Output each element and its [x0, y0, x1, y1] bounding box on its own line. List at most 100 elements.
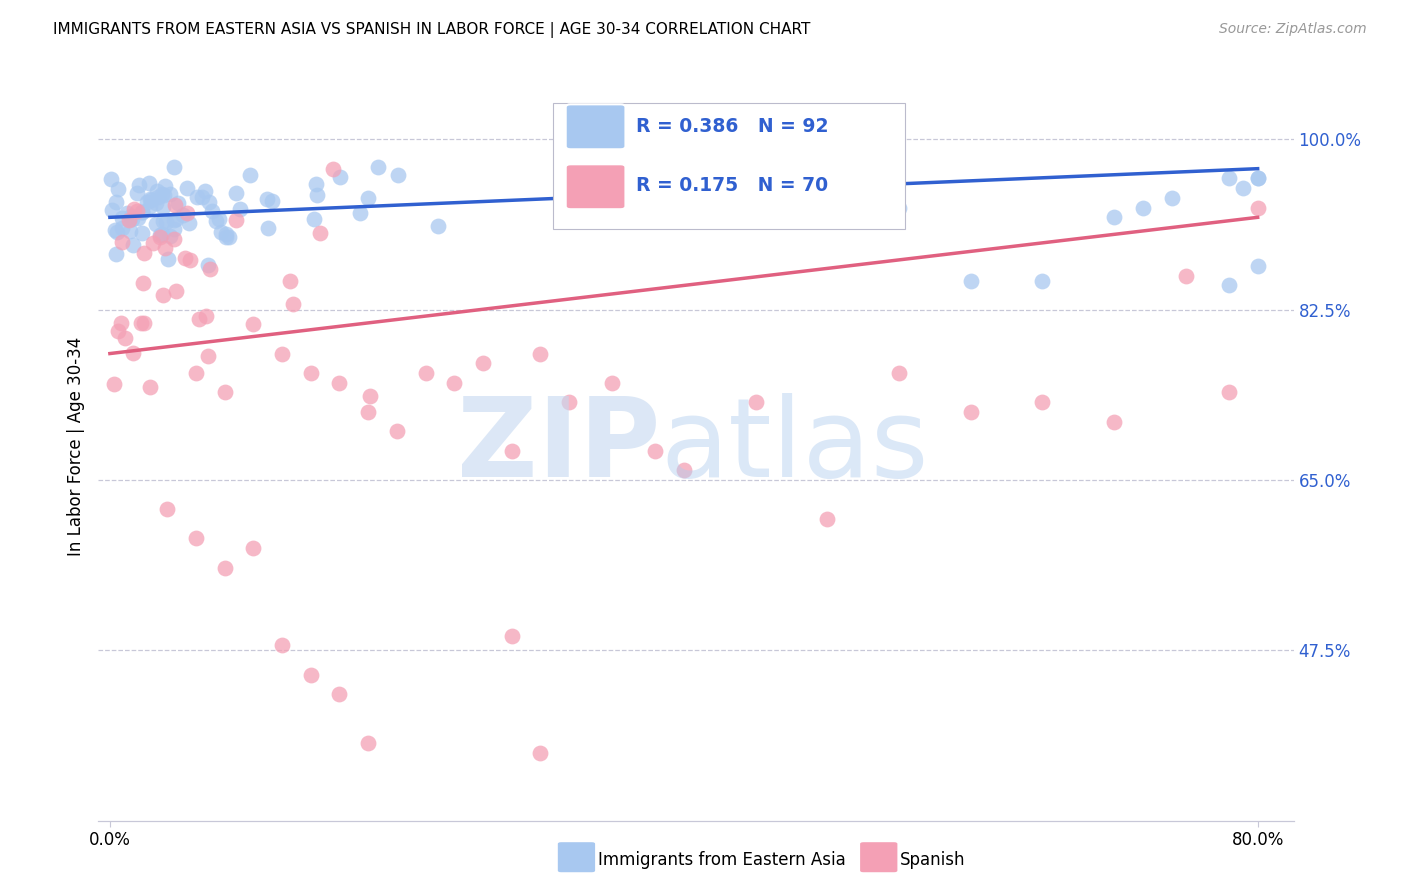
Point [215, 230, 238, 244]
Point [242, 318, 264, 332]
FancyBboxPatch shape [565, 164, 626, 210]
Point [105, 225, 128, 239]
Point [214, 560, 236, 574]
Point [107, 324, 129, 338]
Point [271, 346, 294, 360]
Point [229, 202, 252, 216]
Point [1160, 191, 1182, 205]
Point [239, 168, 262, 182]
Text: Source: ZipAtlas.com: Source: ZipAtlas.com [1219, 22, 1367, 37]
Point [159, 187, 181, 202]
Point [225, 186, 247, 200]
Point [305, 177, 328, 191]
Point [387, 168, 409, 182]
Text: R = 0.175   N = 70: R = 0.175 N = 70 [637, 177, 828, 195]
Point [131, 205, 153, 219]
Point [111, 211, 134, 226]
Point [159, 228, 181, 243]
Point [118, 224, 141, 238]
Point [122, 202, 145, 217]
Point [1246, 201, 1268, 215]
Point [149, 230, 172, 244]
Point [172, 208, 194, 222]
Point [1246, 171, 1268, 186]
Point [501, 629, 523, 643]
Point [357, 191, 380, 205]
FancyBboxPatch shape [859, 841, 898, 873]
Point [129, 316, 152, 330]
Point [367, 160, 389, 174]
Point [174, 251, 197, 265]
Point [120, 209, 142, 223]
Point [1102, 415, 1125, 429]
Point [134, 246, 156, 260]
Point [115, 206, 138, 220]
Point [142, 235, 165, 250]
Point [177, 216, 200, 230]
Point [122, 237, 145, 252]
Point [471, 356, 494, 370]
Point [322, 161, 344, 176]
Point [600, 376, 623, 390]
Point [1031, 395, 1053, 409]
Point [138, 176, 160, 190]
Point [122, 346, 145, 360]
Point [349, 205, 371, 219]
Text: atlas: atlas [661, 392, 928, 500]
Point [1232, 181, 1254, 195]
Point [150, 187, 173, 202]
Point [179, 252, 201, 267]
Point [1174, 268, 1197, 283]
Point [305, 187, 328, 202]
Point [194, 184, 217, 198]
Point [257, 220, 280, 235]
Point [186, 190, 208, 204]
Point [328, 376, 350, 390]
Point [146, 190, 169, 204]
Point [152, 287, 174, 301]
Point [153, 179, 176, 194]
Point [197, 258, 219, 272]
Text: IMMIGRANTS FROM EASTERN ASIA VS SPANISH IN LABOR FORCE | AGE 30-34 CORRELATION C: IMMIGRANTS FROM EASTERN ASIA VS SPANISH … [53, 22, 811, 38]
Point [148, 228, 170, 243]
Point [209, 225, 232, 239]
Point [815, 191, 838, 205]
Point [163, 231, 186, 245]
Point [529, 346, 551, 360]
Point [197, 349, 219, 363]
Point [150, 227, 173, 241]
Point [145, 217, 167, 231]
Point [558, 395, 581, 409]
Point [242, 541, 264, 556]
Point [136, 194, 159, 209]
Point [131, 226, 153, 240]
Point [443, 376, 465, 390]
Point [201, 204, 224, 219]
Point [138, 193, 160, 207]
Point [111, 221, 134, 235]
Point [127, 203, 149, 218]
Point [132, 317, 155, 331]
Point [153, 241, 176, 255]
Point [256, 193, 278, 207]
Point [139, 199, 162, 213]
Point [165, 284, 187, 298]
Point [672, 463, 695, 477]
Point [103, 376, 125, 391]
Point [215, 227, 238, 242]
Point [299, 366, 322, 380]
Point [107, 182, 129, 196]
Point [262, 194, 284, 209]
Point [155, 215, 177, 229]
Point [271, 639, 294, 653]
Point [1031, 274, 1053, 288]
Point [702, 181, 724, 195]
Text: Immigrants from Eastern Asia: Immigrants from Eastern Asia [598, 851, 845, 869]
Point [101, 203, 124, 218]
Point [163, 197, 186, 211]
Point [132, 277, 155, 291]
FancyBboxPatch shape [565, 104, 626, 149]
Point [415, 366, 437, 380]
Point [887, 366, 910, 380]
Point [357, 405, 380, 419]
